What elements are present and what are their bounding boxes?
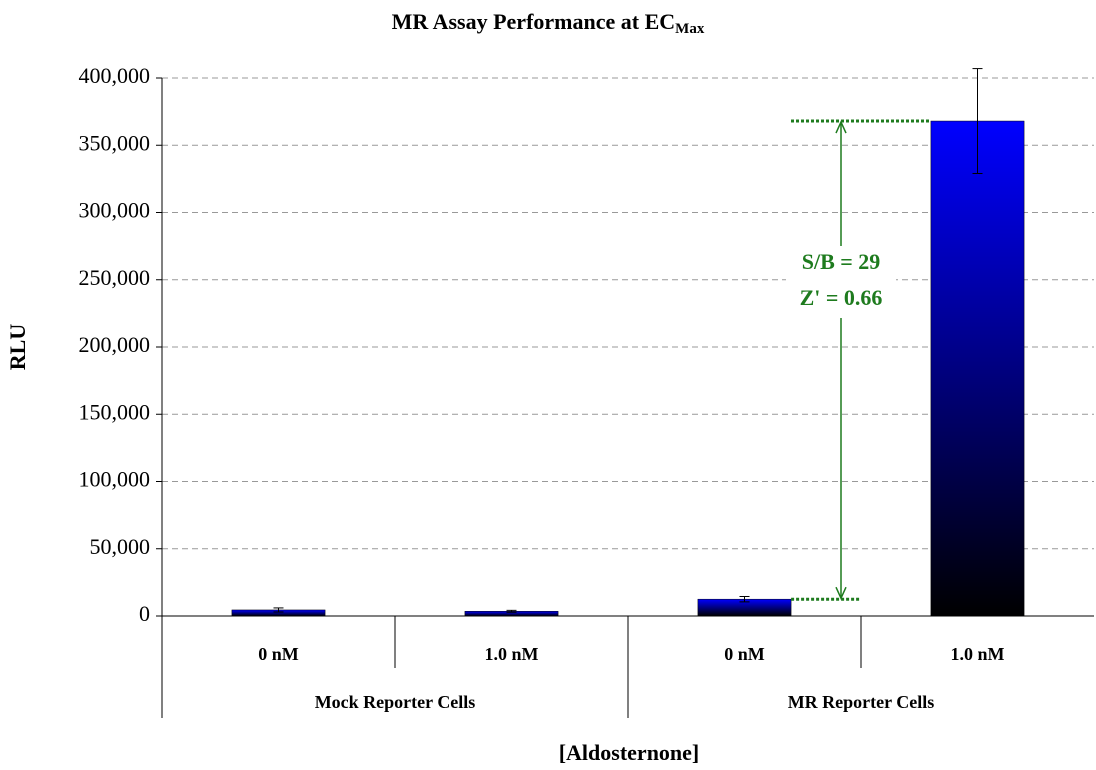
y-tick-label: 50,000 [90, 534, 151, 559]
y-tick-label: 400,000 [79, 63, 151, 88]
annotation-bg [786, 246, 896, 318]
y-axis-label: RLU [5, 324, 30, 371]
annotation-text: S/B = 29 [802, 249, 881, 274]
y-tick-label: 250,000 [79, 265, 151, 290]
x-tick-label: 1.0 nM [951, 644, 1005, 664]
title-main: MR Assay Performance at EC [392, 9, 676, 34]
arrow-head [835, 120, 847, 134]
group-label: Mock Reporter Cells [315, 692, 476, 712]
x-tick-label: 0 nM [724, 644, 765, 664]
arrow-head [835, 586, 847, 601]
x-tick-label: 0 nM [258, 644, 299, 664]
y-tick-label: 200,000 [79, 332, 151, 357]
y-tick-label: 300,000 [79, 198, 151, 223]
y-tick-label: 150,000 [79, 399, 151, 424]
title-subscript: Max [675, 21, 705, 37]
group-label: MR Reporter Cells [788, 692, 935, 712]
chart-title: MR Assay Performance at ECMax [392, 9, 705, 37]
y-tick-label: 350,000 [79, 130, 151, 155]
bar [930, 120, 1025, 617]
y-tick-label: 0 [139, 601, 150, 626]
y-tick-label: 100,000 [79, 467, 151, 492]
x-tick-label: 1.0 nM [485, 644, 539, 664]
x-axis-label: [Aldosternone] [559, 740, 700, 765]
annotation-text: Z' = 0.66 [800, 285, 883, 310]
